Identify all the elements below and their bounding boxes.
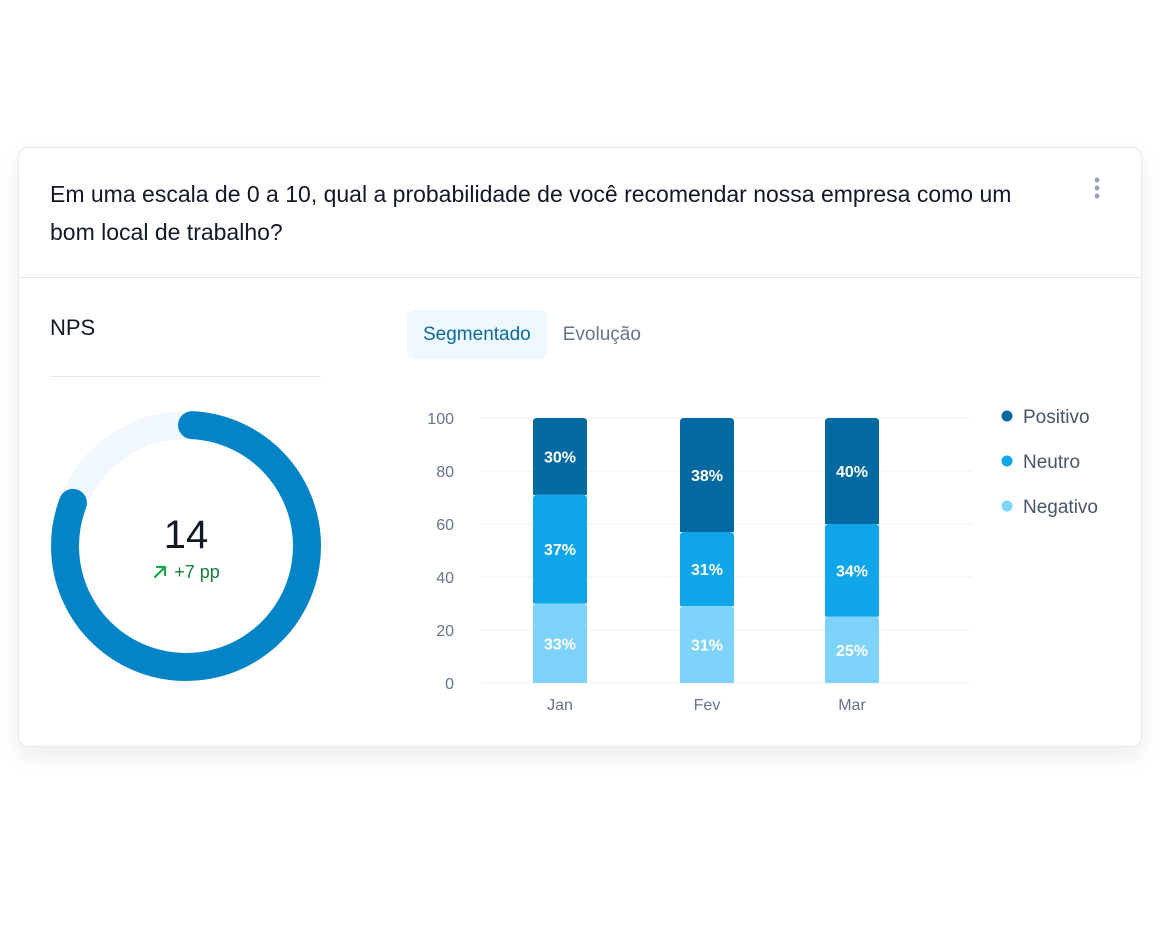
bar-segment: [825, 524, 879, 617]
legend-marker: [1001, 410, 1013, 422]
legend-label: Negativo: [1023, 497, 1098, 518]
data-label: 33%: [544, 636, 576, 653]
bar-segment: [533, 603, 587, 683]
x-tick-label: Mar: [838, 697, 866, 714]
legend-marker: [1001, 500, 1013, 512]
y-tick-label: 60: [436, 517, 454, 534]
legend-label: Neutro: [1023, 452, 1080, 473]
x-tick-label: Jan: [547, 697, 573, 714]
data-label: 37%: [544, 542, 576, 559]
bar-segment: [533, 494, 587, 604]
data-label: 30%: [544, 449, 576, 466]
data-label: 31%: [691, 638, 723, 655]
legend-marker: [1001, 455, 1013, 467]
nps-delta-value: +7 pp: [174, 562, 220, 582]
y-tick-label: 0: [445, 676, 454, 693]
bar-segment: [680, 606, 734, 683]
gauge-arc: [51, 411, 321, 681]
bar-segment: [680, 418, 734, 532]
card-header: Em uma escala de 0 a 10, qual a probabil…: [19, 148, 1141, 278]
data-label: 38%: [691, 468, 723, 485]
data-label: 31%: [691, 562, 723, 579]
arrow-up-right-icon: [154, 565, 167, 579]
more-options-button[interactable]: [1085, 174, 1109, 204]
nps-title: NPS: [50, 315, 96, 340]
view-tabs: Segmentado Evolução: [407, 310, 657, 359]
y-tick-label: 80: [436, 464, 454, 481]
y-tick-label: 100: [427, 411, 454, 428]
bar-segment: [825, 616, 879, 683]
nps-score: 14: [163, 513, 209, 557]
bar-segment: [825, 418, 879, 524]
tab-evolucao[interactable]: Evolução: [562, 324, 641, 345]
bar-segment: [680, 531, 734, 607]
bar-segment: [533, 418, 587, 495]
tab-segmentado[interactable]: Segmentado: [407, 310, 547, 359]
legend-label: Positivo: [1023, 407, 1090, 428]
more-vertical-icon: [1094, 177, 1100, 199]
x-tick-label: Fev: [694, 697, 721, 714]
y-tick-label: 40: [436, 570, 454, 587]
y-tick-label: 20: [436, 623, 454, 640]
data-label: 34%: [836, 563, 868, 580]
data-label: 25%: [836, 643, 868, 660]
nps-question-card: Em uma escala de 0 a 10, qual a probabil…: [18, 147, 1142, 747]
nps-gauge: [51, 411, 321, 681]
question-title: Em uma escala de 0 a 10, qual a probabil…: [50, 181, 1012, 245]
nps-delta: +7 pp: [50, 560, 322, 584]
segmented-bar-chart: 0 20 40 60 80 100 33% 37% 30% Jan 31% 31% 38% Fev 25% 3…: [427, 407, 1098, 714]
nps-divider: [50, 376, 321, 377]
data-label: 40%: [836, 464, 868, 481]
